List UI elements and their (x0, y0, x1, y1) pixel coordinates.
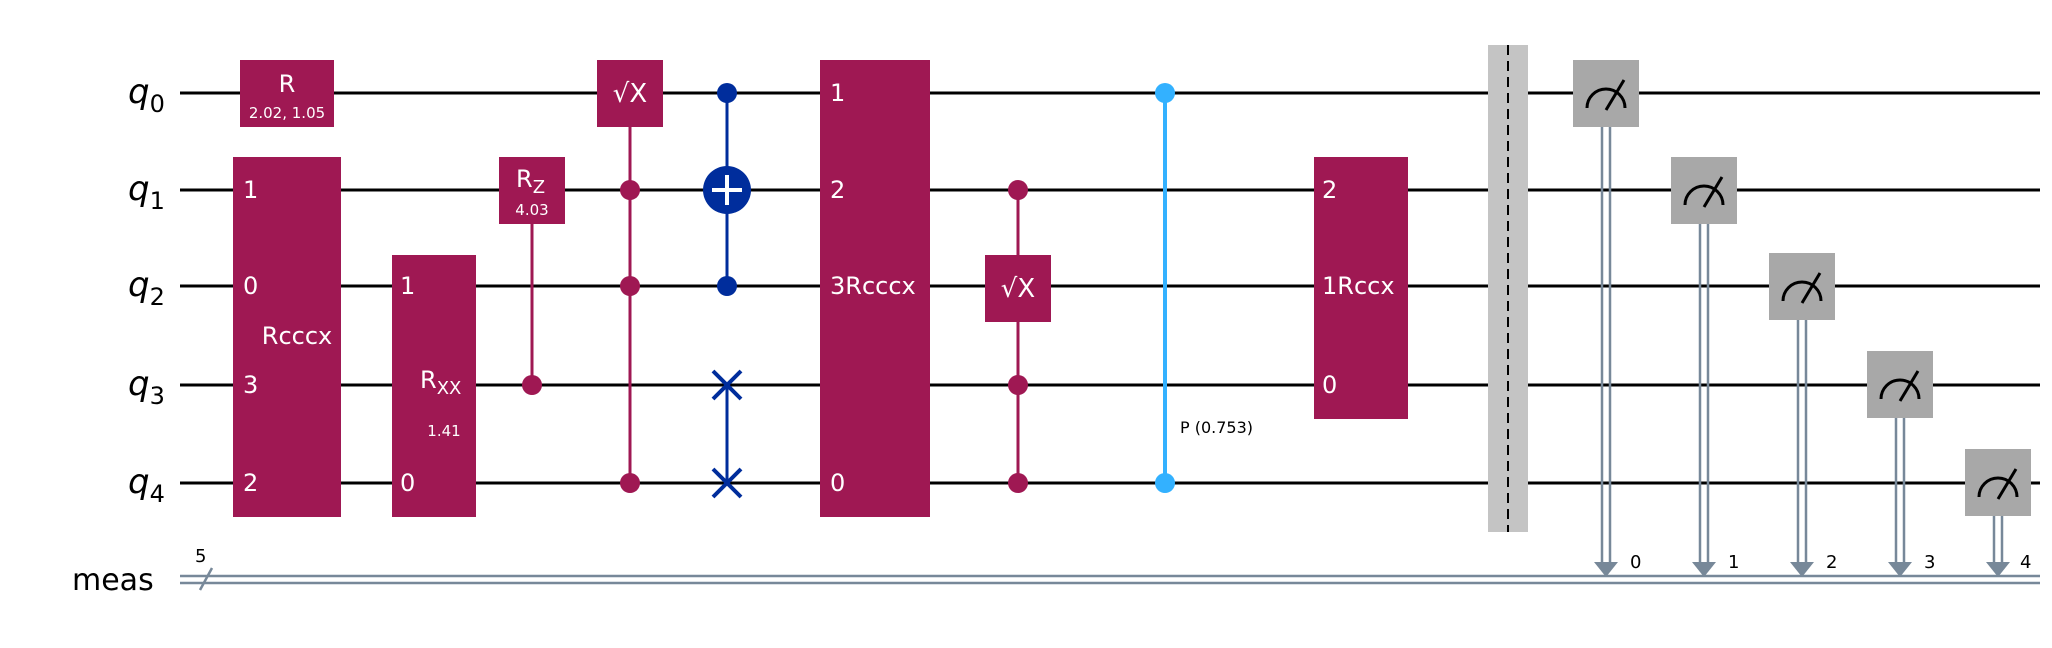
rcccx-1-pin-q1: 1 (243, 176, 258, 204)
classical-wire: 5 (180, 546, 2040, 591)
rccx-label: 1Rccx (1322, 272, 1395, 300)
bundle-size: 5 (195, 546, 206, 567)
qubit-label-0: q0 (128, 72, 165, 118)
rz-param: 4.03 (515, 201, 548, 219)
rz-label: RZ (516, 165, 545, 198)
rxx-pin-q2: 1 (400, 272, 415, 300)
rxx-label: RXX (420, 366, 461, 399)
meas-bit-0: 0 (1630, 552, 1641, 573)
classical-label: meas (72, 563, 154, 598)
sx1-label: √X (613, 79, 647, 109)
rxx-gate: 1 0 RXX 1.41 (392, 255, 476, 517)
meter-icon (1585, 79, 1627, 111)
rcccx-gate-2: 1 2 3Rcccx 0 (820, 60, 930, 517)
rccx-pin-q3: 0 (1322, 371, 1337, 399)
controlled-rz-gate: RZ 4.03 (499, 157, 565, 395)
toffoli-control-q0 (717, 83, 737, 103)
swap-cross-q4 (711, 467, 743, 499)
sx2-control-q1 (1008, 180, 1028, 200)
qubit-label-1: q1 (128, 169, 165, 215)
sx2-control-q3 (1008, 375, 1028, 395)
rcccx-2-pin-q4: 0 (830, 469, 845, 497)
rcccx-2-label: 3Rcccx (830, 272, 916, 300)
barrier (1488, 45, 1528, 532)
rxx-pin-q4: 0 (400, 469, 415, 497)
meter-icon (1879, 370, 1921, 402)
sx1-control-q4 (620, 473, 640, 493)
rcccx-1-pin-q4: 2 (243, 469, 258, 497)
cphase-gate: P (0.753) (1155, 83, 1253, 493)
qubit-label-2: q2 (128, 265, 165, 311)
r-gate: R 2.02, 1.05 (240, 60, 334, 127)
measure-q4: 4 (1965, 449, 2031, 577)
rcccx-2-pin-q0: 1 (830, 79, 845, 107)
bundle-slash (198, 567, 214, 591)
mc-sx-gate-2: √X (985, 180, 1051, 493)
measure-q1: 1 (1671, 157, 1739, 577)
r-gate-label: R (279, 70, 296, 98)
sx2-control-q4 (1008, 473, 1028, 493)
measurements: 0 1 2 (1573, 60, 2031, 577)
toffoli-control-q2 (717, 276, 737, 296)
rcccx-1-label: Rcccx (262, 322, 332, 350)
r-gate-params: 2.02, 1.05 (249, 104, 325, 122)
cphase-dot-q4 (1155, 473, 1175, 493)
rcccx-2-pin-q1: 2 (830, 176, 845, 204)
meas-bit-4: 4 (2020, 552, 2031, 573)
rz-control-dot (522, 375, 542, 395)
sx1-control-q2 (620, 276, 640, 296)
qubit-label-4: q4 (128, 462, 165, 508)
rccx-pin-q1: 2 (1322, 176, 1337, 204)
swap-gate (711, 369, 743, 499)
measure-q2: 2 (1769, 253, 1837, 577)
meas-bit-2: 2 (1826, 552, 1837, 573)
rcccx-1-pin-q3: 3 (243, 371, 258, 399)
qubit-labels: q0 q1 q2 q3 q4 meas (72, 72, 165, 598)
qubit-label-3: q3 (128, 364, 165, 410)
rxx-param: 1.41 (427, 422, 460, 440)
swap-cross-q3 (711, 369, 743, 401)
meter-icon (1781, 272, 1823, 304)
mc-sx-gate: √X (597, 60, 663, 493)
rcccx-1-pin-q2: 0 (243, 272, 258, 300)
cphase-label: P (0.753) (1180, 418, 1253, 437)
rccx-gate: 2 1Rccx 0 (1314, 157, 1408, 419)
measure-q0: 0 (1573, 60, 1641, 577)
sx1-control-q1 (620, 180, 640, 200)
cphase-dot-q0 (1155, 83, 1175, 103)
meas-bit-3: 3 (1924, 552, 1935, 573)
sx2-label: √X (1001, 274, 1035, 304)
meter-icon (1977, 468, 2019, 500)
measure-q3: 3 (1867, 351, 1935, 577)
toffoli-gate (703, 83, 751, 296)
meas-bit-1: 1 (1728, 552, 1739, 573)
meter-icon (1683, 176, 1725, 208)
rcccx-gate-1: 1 0 3 2 Rcccx (233, 157, 341, 517)
